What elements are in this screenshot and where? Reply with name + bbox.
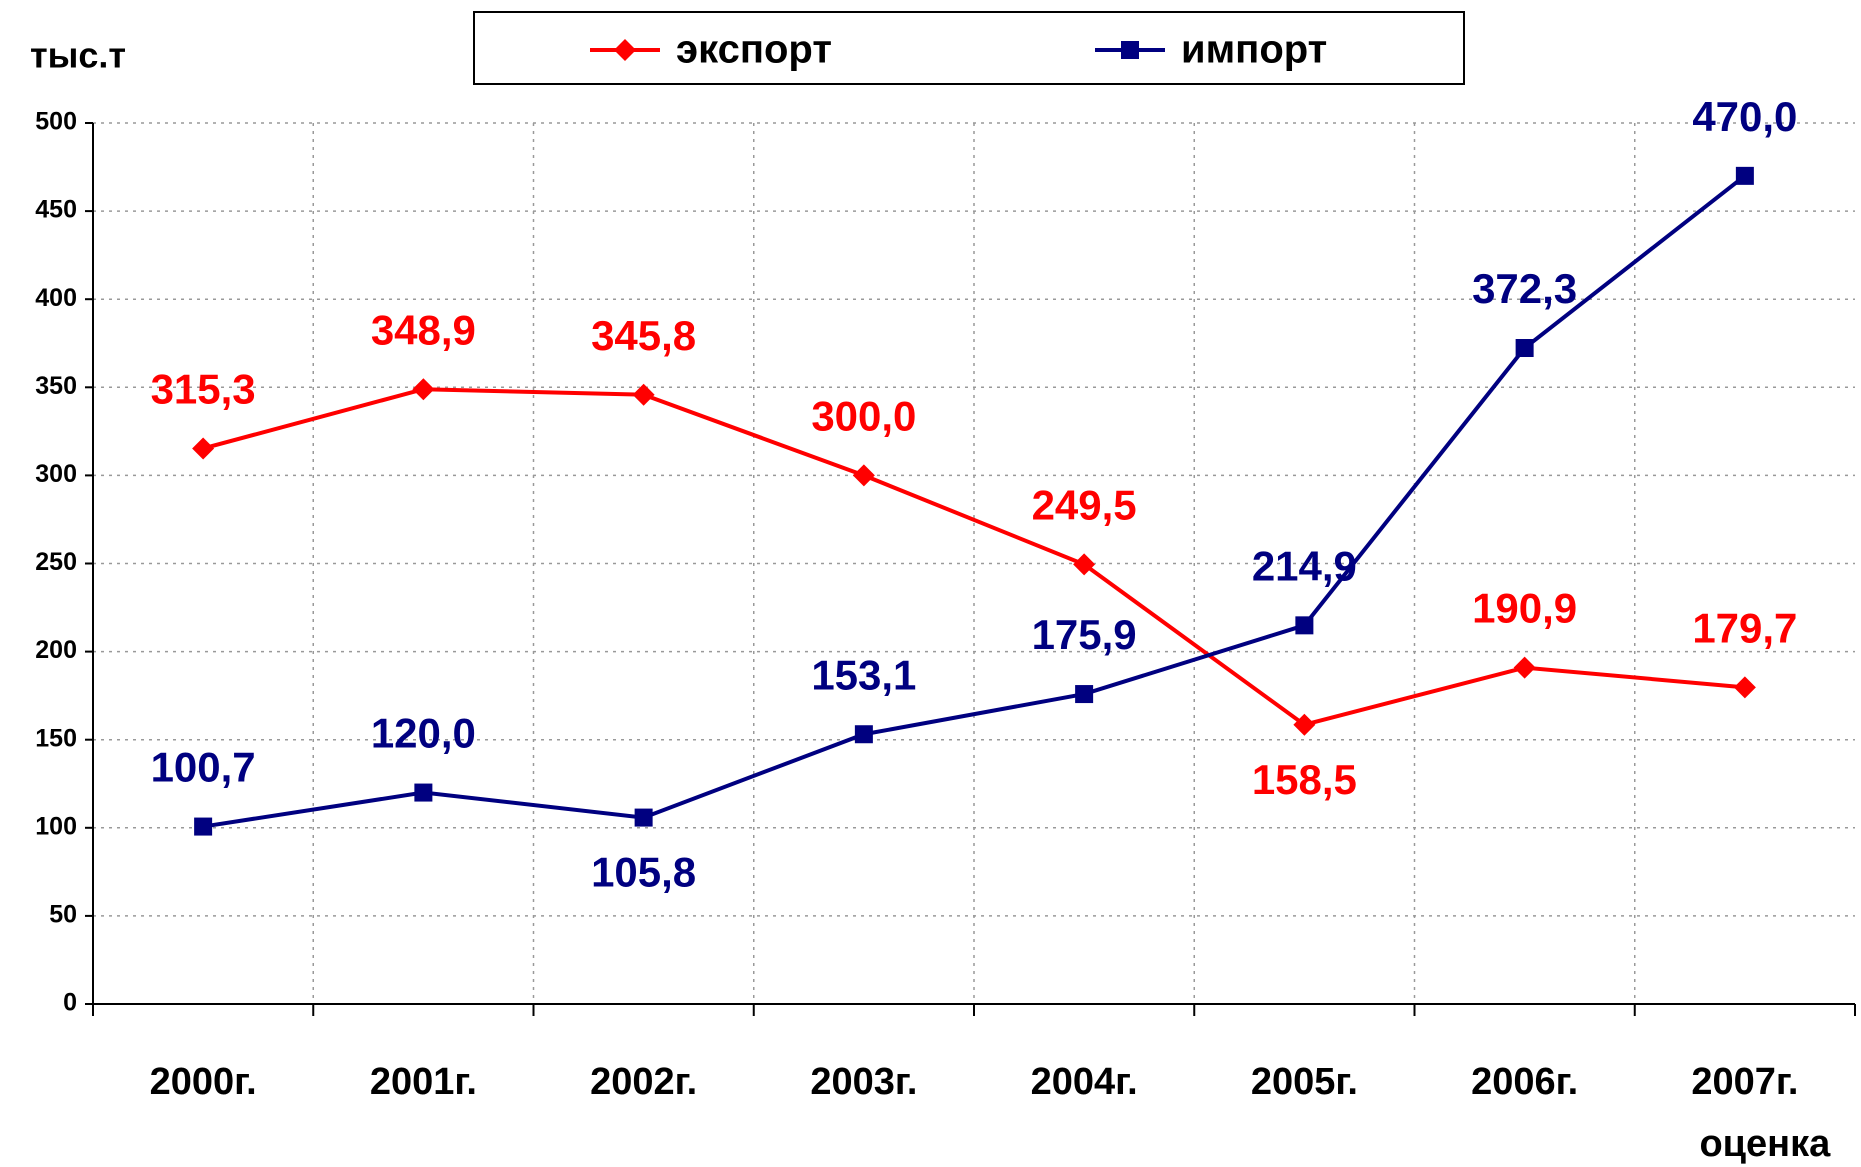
- x-tick-label: 2004г.: [1031, 1061, 1138, 1103]
- marker: [634, 808, 653, 827]
- marker: [1121, 41, 1139, 59]
- marker: [1075, 685, 1094, 704]
- x-tick-label: 2007г.: [1691, 1061, 1798, 1103]
- x-tick-label: 2000г.: [150, 1061, 257, 1103]
- marker: [1515, 339, 1534, 358]
- y-tick-label: 350: [35, 372, 77, 400]
- data-label: 120,0: [371, 710, 476, 757]
- marker: [852, 464, 875, 487]
- data-label: 249,5: [1032, 481, 1137, 528]
- line: [202, 387, 1746, 727]
- x-tick-label: 2002г.: [590, 1061, 697, 1103]
- marker: [1293, 713, 1316, 736]
- y-tick-label: 200: [35, 636, 77, 664]
- y-axis-label: тыс.т: [30, 35, 126, 76]
- y-tick-label: 150: [35, 724, 77, 752]
- marker: [194, 817, 213, 836]
- data-label: 300,0: [811, 392, 916, 439]
- marker: [192, 437, 215, 460]
- y-tick-label: 300: [35, 460, 77, 488]
- x-tick-label: 2001г.: [370, 1061, 477, 1103]
- data-label: 105,8: [591, 849, 696, 896]
- y-tick-label: 100: [35, 812, 77, 840]
- data-label: 372,3: [1472, 265, 1577, 312]
- marker: [412, 378, 435, 401]
- marker: [854, 725, 873, 744]
- data-label: 153,1: [811, 651, 916, 698]
- y-tick-label: 400: [35, 284, 77, 312]
- y-tick-label: 450: [35, 196, 77, 224]
- marker: [1513, 656, 1536, 679]
- data-label: 190,9: [1472, 585, 1577, 632]
- data-label: 100,7: [151, 744, 256, 791]
- marker: [414, 783, 433, 802]
- x-tick-label: 2003г.: [810, 1061, 917, 1103]
- y-tick-label: 0: [63, 989, 77, 1017]
- line: [202, 174, 1747, 829]
- legend-label: экспорт: [676, 28, 832, 72]
- x-tick-label: 2006г.: [1471, 1061, 1578, 1103]
- marker: [632, 383, 655, 406]
- data-label: 470,0: [1692, 93, 1797, 140]
- marker: [1735, 166, 1754, 185]
- y-tick-label: 500: [35, 108, 77, 136]
- data-label: 179,7: [1692, 604, 1797, 651]
- data-label: 345,8: [591, 312, 696, 359]
- y-tick-label: 50: [49, 901, 77, 929]
- data-label: 158,5: [1252, 756, 1357, 803]
- marker: [614, 39, 636, 61]
- marker: [1295, 616, 1314, 635]
- x-tick-note: оценка: [1699, 1123, 1831, 1165]
- data-label: 315,3: [151, 366, 256, 413]
- x-tick-label: 2005г.: [1251, 1061, 1358, 1103]
- data-label: 175,9: [1032, 611, 1137, 658]
- data-label: 348,9: [371, 306, 476, 353]
- marker: [1733, 676, 1756, 699]
- legend-label: импорт: [1181, 28, 1327, 72]
- y-tick-label: 250: [35, 548, 77, 576]
- marker: [1073, 553, 1096, 576]
- data-label: 214,9: [1252, 542, 1357, 589]
